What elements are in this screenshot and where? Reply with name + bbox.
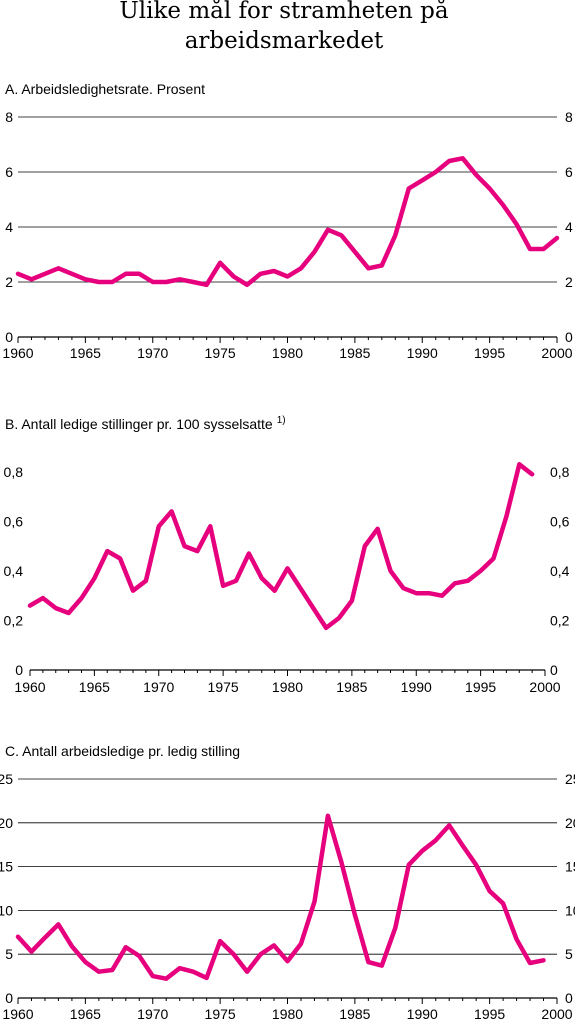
x-tick-label: 1960: [2, 1006, 33, 1021]
x-tick-label: 1990: [407, 345, 438, 361]
panel-a-unemployment-rate: A. Arbeidsledighetsrate. Prosent 0 0 2 2 4 4 6 6…: [2, 81, 573, 361]
y-tick-label-right: 0: [565, 990, 573, 1006]
y-tick-label-right: 25: [565, 771, 575, 787]
y-tick-label-right: 6: [565, 164, 573, 180]
x-tick-label: 1975: [205, 1006, 236, 1021]
x-tick-label: 1965: [70, 345, 101, 361]
y-tick-label-right: 10: [565, 902, 575, 918]
x-tick-label: 1980: [272, 679, 303, 695]
y-tick-label-right: 0,6: [550, 513, 570, 529]
x-tick-label: 1985: [336, 679, 367, 695]
y-tick-label-right: 15: [565, 859, 575, 875]
y-tick-label-right: 0: [565, 329, 573, 345]
y-tick-label-right: 2: [565, 274, 573, 290]
x-tick-label: 1975: [208, 679, 239, 695]
x-tick-label: 1985: [339, 1006, 370, 1021]
x-tick-label: 1995: [474, 345, 505, 361]
x-tick-label: 1965: [79, 679, 110, 695]
x-tick-label: 1970: [137, 1006, 168, 1021]
panel-b-vacancies-per-100-employed: B. Antall ledige stillinger pr. 100 syss…: [4, 415, 570, 695]
figure-title-line-2: arbeidsmarkedet: [185, 28, 384, 54]
y-tick-label-left: 20: [0, 815, 13, 831]
panel-title: A. Arbeidsledighetsrate. Prosent: [5, 81, 205, 97]
y-tick-label-left: 15: [0, 859, 13, 875]
y-tick-label-left: 8: [5, 109, 13, 125]
y-tick-label-left: 0: [5, 329, 13, 345]
x-tick-label: 1975: [205, 345, 236, 361]
x-tick-label: 1980: [272, 1006, 303, 1021]
panel-title-footnote-marker: 1): [277, 415, 286, 426]
y-tick-label-left: 10: [0, 902, 13, 918]
figure-title-line-1: Ulike mål for stramheten på: [119, 0, 448, 24]
y-tick-label-right: 4: [565, 219, 573, 235]
x-tick-label: 1970: [143, 679, 174, 695]
y-tick-label-left: 0,8: [4, 464, 24, 480]
x-tick-label: 1985: [339, 345, 370, 361]
panel-c-unemployed-per-vacancy: C. Antall arbeidsledige pr. ledig stilli…: [0, 743, 575, 1021]
x-tick-label: 1995: [474, 1006, 505, 1021]
y-tick-label-right: 0,2: [550, 612, 570, 628]
x-tick-label: 1990: [401, 679, 432, 695]
y-tick-label-left: 0: [5, 990, 13, 1006]
y-tick-label-right: 20: [565, 815, 575, 831]
y-tick-label-left: 0,6: [4, 513, 24, 529]
x-tick-label: 1995: [465, 679, 496, 695]
x-tick-label: 1960: [2, 345, 33, 361]
x-tick-label: 2000: [529, 679, 560, 695]
y-tick-label-left: 6: [5, 164, 13, 180]
y-tick-label-right: 0,8: [550, 464, 570, 480]
y-tick-label-left: 2: [5, 274, 13, 290]
y-tick-label-left: 0,4: [4, 563, 24, 579]
y-tick-label-right: 0,4: [550, 563, 570, 579]
series-line: [15, 156, 560, 288]
x-tick-label: 1990: [407, 1006, 438, 1021]
y-tick-label-right: 0: [550, 662, 558, 678]
x-tick-label: 1960: [14, 679, 45, 695]
y-tick-label-left: 0,2: [4, 612, 24, 628]
x-tick-label: 2000: [541, 1006, 572, 1021]
y-tick-label-left: 0: [15, 662, 23, 678]
panel-title: B. Antall ledige stillinger pr. 100 syss…: [5, 416, 273, 432]
y-tick-label-right: 5: [565, 946, 573, 962]
series-line: [15, 813, 546, 981]
x-tick-label: 1970: [137, 345, 168, 361]
y-tick-label-left: 25: [0, 771, 13, 787]
x-tick-label: 1980: [272, 345, 303, 361]
x-tick-label: 1965: [70, 1006, 101, 1021]
y-tick-label-left: 4: [5, 219, 13, 235]
series-line: [27, 462, 535, 631]
y-tick-label-right: 8: [565, 109, 573, 125]
y-tick-label-left: 5: [5, 946, 13, 962]
panel-title: C. Antall arbeidsledige pr. ledig stilli…: [5, 743, 240, 759]
x-tick-label: 2000: [541, 345, 572, 361]
